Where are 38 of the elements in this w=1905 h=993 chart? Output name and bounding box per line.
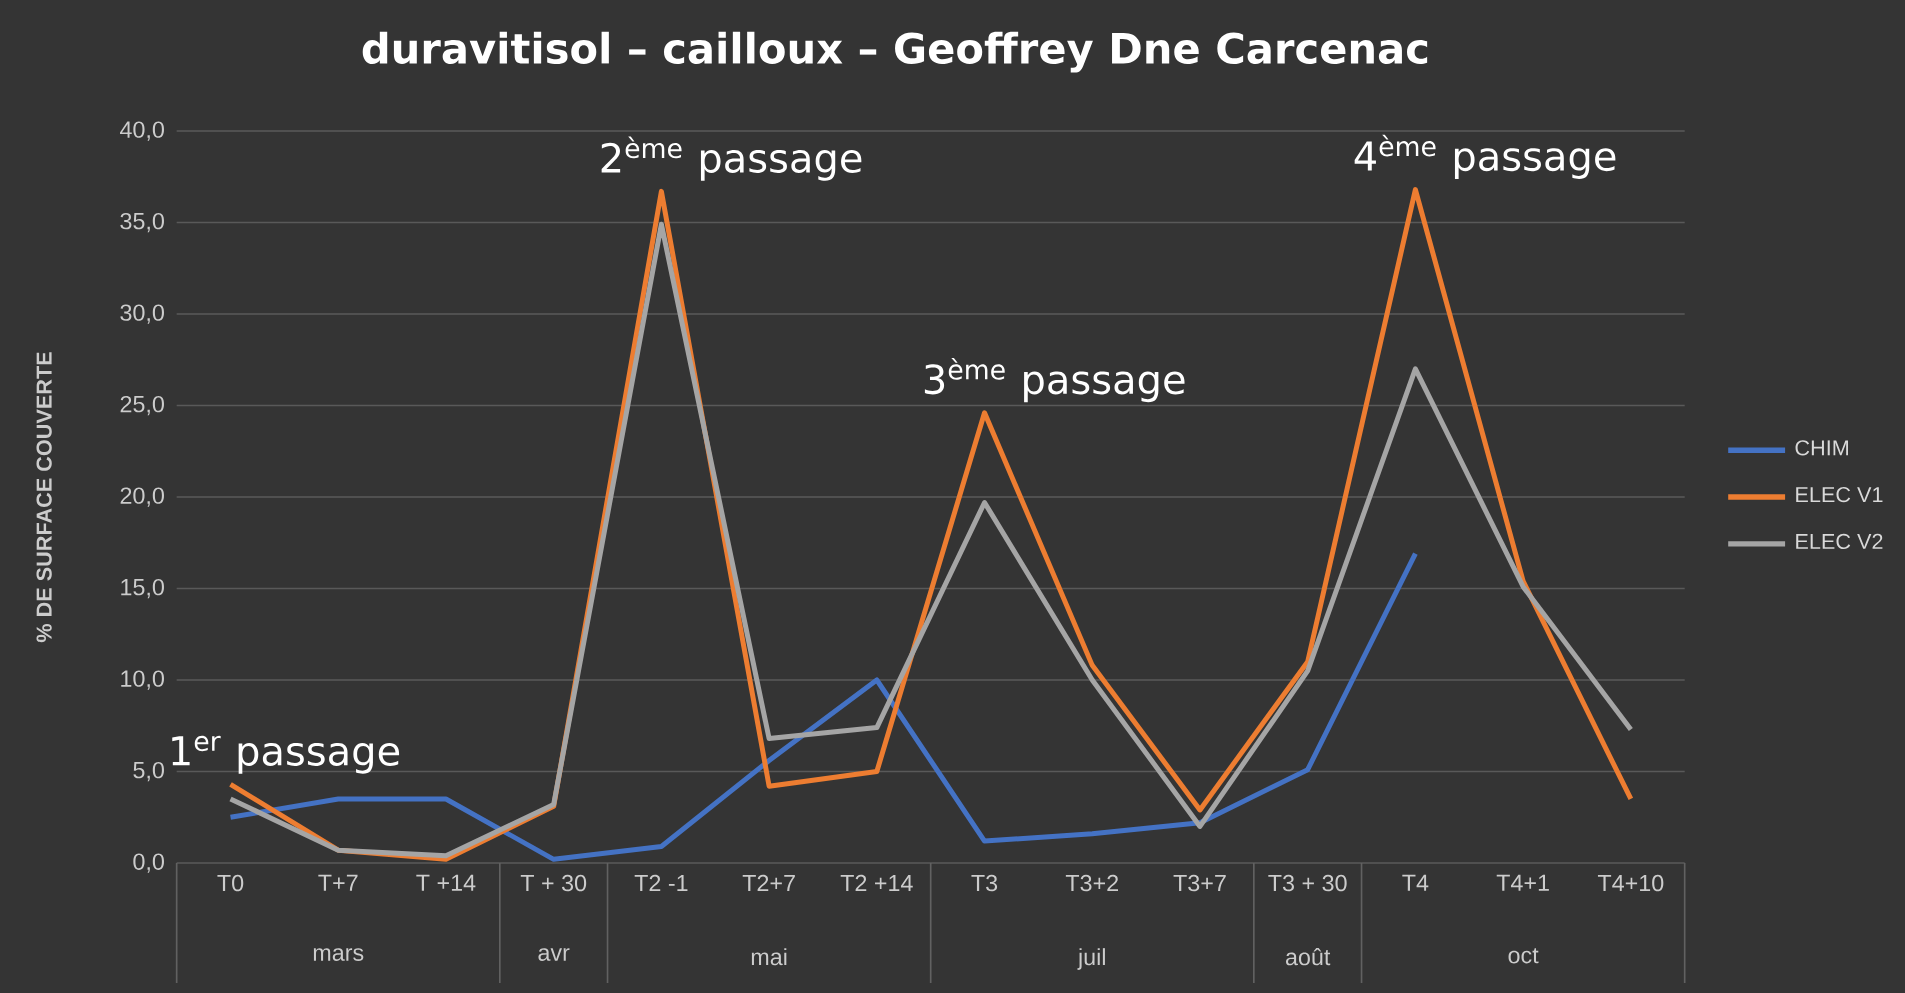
x-tick-label: T2+7: [742, 874, 795, 892]
text: avr: [538, 948, 570, 961]
x-tick-label: T3 + 30: [1268, 874, 1347, 892]
annotation: 3$^{ème}$ passage: [924, 358, 1185, 403]
text: mars: [313, 948, 364, 961]
x-tick-label: T2 -1: [634, 874, 688, 892]
x-tick-label: T +14: [416, 874, 476, 891]
text: juil: [1077, 948, 1105, 970]
x-tick-label: T2 +14: [840, 874, 913, 892]
text: oct: [1508, 948, 1539, 964]
y-tick-label: 20,0: [120, 487, 164, 507]
annotation: 1$^{er}$ passage: [172, 735, 400, 774]
x-tick-label: T4+10: [1597, 874, 1664, 892]
x-tick-label: T4: [1402, 874, 1429, 891]
text: mai: [751, 948, 787, 966]
legend-label: ELEC V2: [1796, 533, 1883, 550]
annotation: 4$^{ème}$ passage: [1354, 134, 1616, 179]
x-tick-label: T4+1: [1496, 874, 1549, 891]
y-axis-title: % DE SURFACE COUVERTE: [36, 352, 52, 643]
x-tick-label: T0: [217, 874, 244, 892]
x-tick-label: T3: [971, 874, 998, 892]
x-tick-label: T3+2: [1065, 874, 1119, 892]
y-tick-label: 10,0: [121, 670, 164, 690]
y-tick-label: 40,0: [120, 121, 164, 141]
x-tick-label: T + 30: [520, 874, 587, 892]
y-tick-label: 15,0: [121, 578, 164, 599]
y-tick-label: 30,0: [120, 304, 164, 324]
annotation: 2$^{ème}$ passage: [601, 136, 862, 181]
legend-label: ELEC V1: [1796, 486, 1883, 503]
legend-label: CHIM: [1795, 440, 1848, 456]
x-tick-label: T3+7: [1173, 874, 1226, 892]
x-tick-label: T+7: [318, 874, 358, 891]
y-tick-label: 25,0: [120, 395, 164, 416]
y-tick-label: 35,0: [120, 212, 164, 233]
chart-title: duravitisol – cailloux – Geoffrey Dne Carcenac: [362, 31, 1428, 73]
text: août: [1285, 948, 1331, 966]
y-tick-label: 5,0: [133, 761, 164, 782]
y-tick-label: 0,0: [133, 853, 164, 873]
